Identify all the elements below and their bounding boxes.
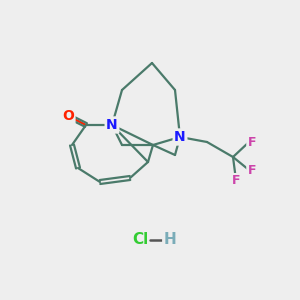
Text: F: F <box>232 175 240 188</box>
Text: N: N <box>106 118 118 132</box>
Text: F: F <box>248 164 256 176</box>
Text: O: O <box>62 109 74 123</box>
Text: Cl: Cl <box>132 232 148 247</box>
Text: N: N <box>174 130 186 144</box>
Text: F: F <box>248 136 256 148</box>
Text: H: H <box>164 232 176 247</box>
